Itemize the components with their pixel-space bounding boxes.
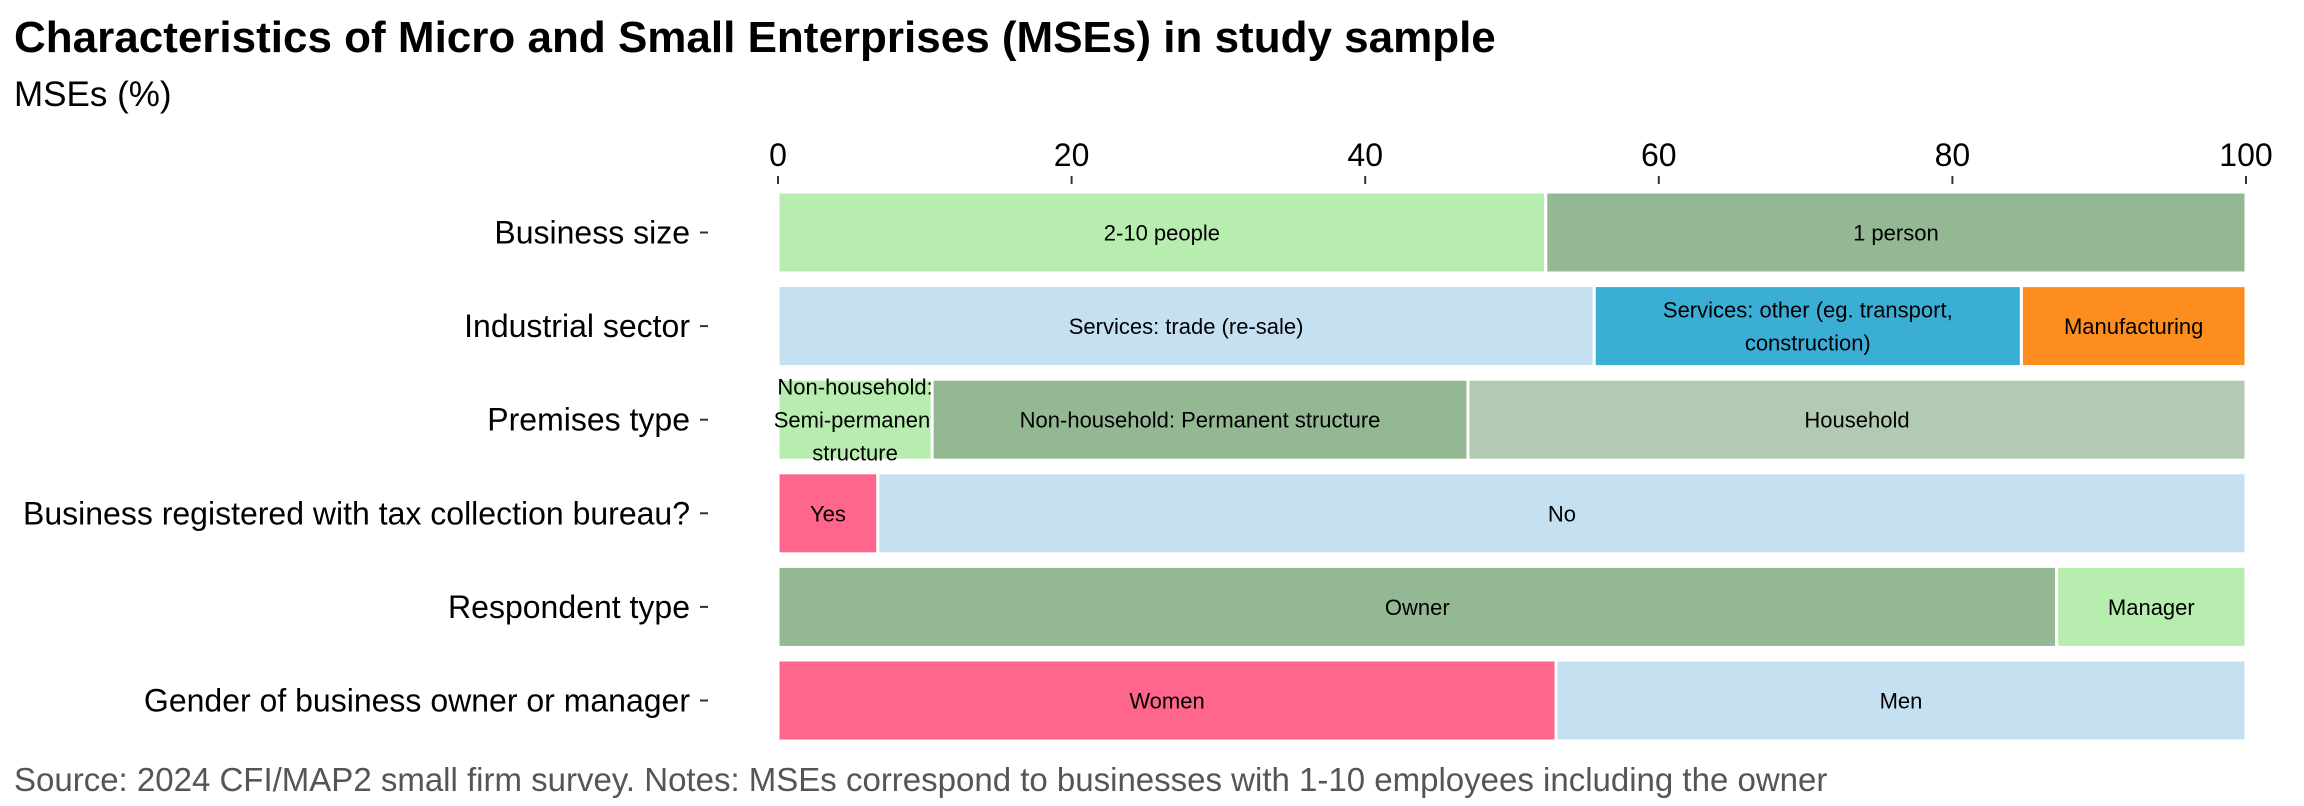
x-tick-label: 40: [1347, 137, 1383, 173]
category-label: Business registered with tax collection …: [23, 495, 690, 531]
bar-segment-label: No: [1548, 501, 1576, 526]
bar-segment: [2019, 284, 2248, 369]
bar-segment: [2055, 564, 2248, 649]
chart-subtitle: MSEs (%): [14, 75, 172, 114]
bar-segment-label: 1 person: [1853, 221, 1939, 246]
bar-segment-label: Owner: [1385, 595, 1450, 620]
category-label: Premises type: [487, 402, 690, 438]
bar-segment: [876, 471, 2248, 556]
x-tick-label: 20: [1054, 137, 1090, 173]
bars: 2-10 people 1 person Services: trade (re-s…: [774, 190, 2248, 743]
bar-segment: [1592, 284, 2023, 369]
category-label: Respondent type: [448, 589, 690, 625]
bar-segment-label: Non-household: Semi-permanent structure: [774, 375, 937, 466]
x-tick-label: 80: [1935, 137, 1971, 173]
x-tick-label: 60: [1641, 137, 1677, 173]
bar-segment-label: Men: [1880, 689, 1923, 714]
bar-segment-label: Services: trade (re-sale): [1069, 314, 1304, 339]
category-label: Business size: [494, 215, 690, 251]
bar-segment-label: Household: [1804, 408, 1909, 433]
chart-caption: Source: 2024 CFI/MAP2 small firm survey.…: [14, 761, 1828, 798]
bar-segment: [776, 377, 934, 462]
bar-segment-label: Women: [1129, 689, 1204, 714]
bar-segment-label: Manufacturing: [2064, 314, 2203, 339]
bar-segment: [1554, 658, 2248, 743]
bar-segment-label: 2-10 people: [1104, 221, 1220, 246]
bar-segment: [776, 564, 2059, 649]
bar-segment: [776, 658, 1558, 743]
bar-segment-label: Yes: [810, 501, 846, 526]
category-label: Gender of business owner or manager: [144, 683, 690, 719]
bar-segment: [1544, 190, 2248, 275]
bar-segment: [1466, 377, 2248, 462]
category-axis: Business size Industrial sector Premises t…: [23, 215, 708, 719]
category-label: Industrial sector: [464, 308, 690, 344]
bar-segment-label: Services: other (eg. transport, construct…: [1663, 298, 1953, 356]
chart-title: Characteristics of Micro and Small Enter…: [14, 13, 1496, 62]
bar-segment: [930, 377, 1470, 462]
bar-segment-label: Non-household: Permanent structure: [1020, 408, 1381, 433]
x-tick-label: 0: [769, 137, 787, 173]
x-axis: 0 20 40 60 80 100: [769, 137, 2273, 184]
x-tick-label: 100: [2219, 137, 2272, 173]
bar-segment-label: Manager: [2108, 595, 2195, 620]
